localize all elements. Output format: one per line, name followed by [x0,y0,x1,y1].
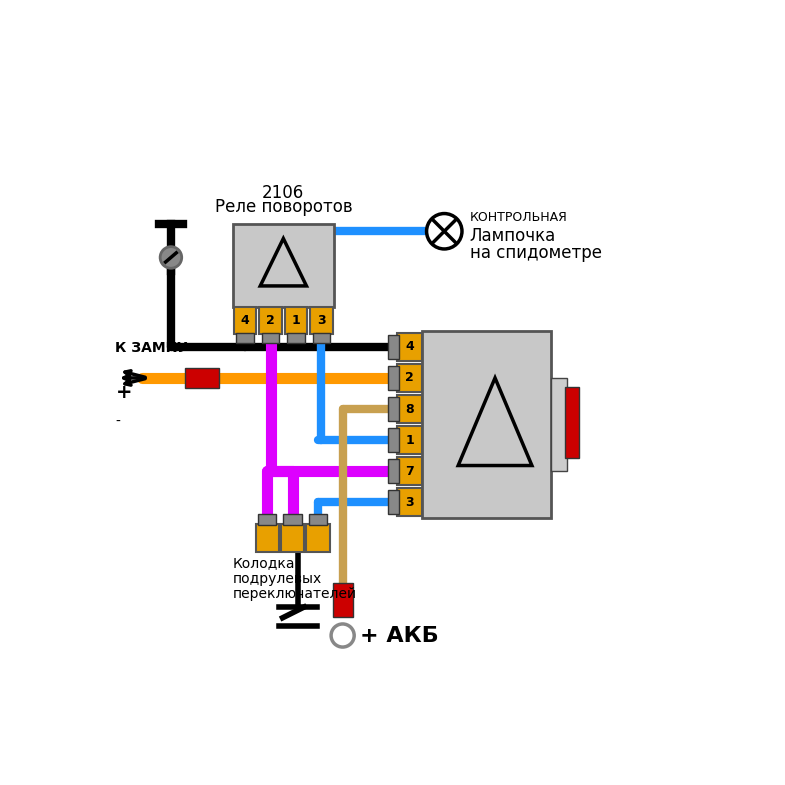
Bar [388,459,399,483]
Bar [261,333,279,343]
Bar [310,307,333,334]
Bar [285,307,307,334]
Bar [256,524,279,552]
Bar [397,395,422,423]
Text: Колодка: Колодка [232,557,295,570]
Circle shape [331,624,354,647]
Bar [397,488,422,517]
Text: 2106: 2106 [262,184,305,202]
Bar [565,387,579,458]
Bar [397,426,422,454]
Bar [234,307,257,334]
Bar [388,335,399,359]
Text: 1: 1 [292,314,301,327]
Bar [232,224,334,307]
Text: 2: 2 [405,371,414,385]
Bar [388,397,399,421]
Circle shape [160,246,181,268]
Text: +: + [115,382,132,402]
Bar [260,307,282,334]
Text: 3: 3 [405,495,414,509]
Bar [388,491,399,514]
Text: подрулевых: подрулевых [232,571,322,586]
Text: 4: 4 [241,314,250,327]
Text: 8: 8 [405,403,414,415]
Bar [422,331,551,517]
Text: Реле поворотов: Реле поворотов [214,198,352,216]
Bar [309,514,327,524]
Text: 7: 7 [405,465,414,477]
Bar [283,514,301,524]
Text: КОНТРОЛЬНАЯ: КОНТРОЛЬНАЯ [469,211,568,225]
Bar [281,524,304,552]
Bar [333,583,352,617]
Text: на спидометре: на спидометре [469,243,601,261]
Bar [388,429,399,451]
Bar [388,367,399,389]
Text: 1: 1 [405,433,414,447]
Bar [551,378,567,471]
Text: + АКБ: + АКБ [360,626,438,645]
Circle shape [426,214,462,249]
Text: переключателей: переключателей [232,587,356,601]
Bar [287,333,305,343]
Bar [258,514,276,524]
Text: 2: 2 [266,314,275,327]
Text: -: - [115,415,120,429]
Bar [306,524,330,552]
Bar [397,457,422,485]
Text: 3: 3 [317,314,326,327]
Text: К ЗАМКУ: К ЗАМКУ [115,341,188,355]
Bar [184,368,219,388]
Bar [397,364,422,392]
Bar [397,333,422,361]
Bar [312,333,330,343]
Text: Лампочка: Лампочка [469,227,556,245]
Bar [236,333,254,343]
Text: 4: 4 [405,341,414,353]
